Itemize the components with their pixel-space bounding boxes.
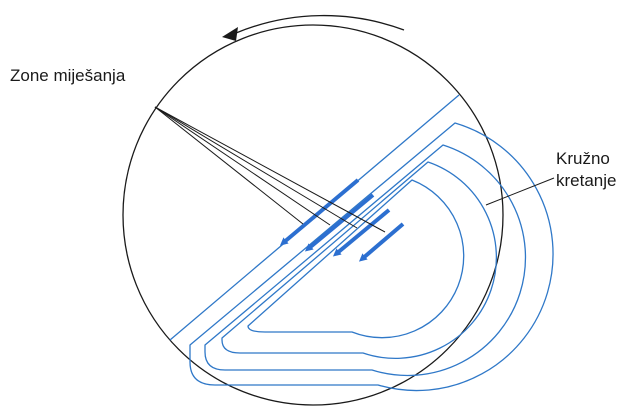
mixing-zones-label: Zone miješanja	[10, 66, 126, 85]
flow-line-outer	[189, 122, 554, 392]
leader-line-3	[154, 106, 358, 229]
mixing-arrow-4	[358, 222, 405, 262]
circular-motion-line2: kretanje	[556, 171, 617, 190]
circular-motion-label: Kružno kretanje	[556, 148, 616, 192]
leader-line-4	[154, 106, 386, 233]
mixing-arrow-1	[279, 178, 360, 246]
flow-line-third	[221, 161, 498, 360]
counterclockwise-arrow-icon	[222, 27, 238, 41]
flow-line-second	[204, 144, 527, 377]
leader-line-circular	[485, 177, 555, 206]
leader-line-2	[154, 106, 331, 226]
mixing-arrow-3	[332, 208, 391, 257]
mixing-arrow-2	[304, 193, 375, 252]
vessel-circle	[122, 24, 504, 406]
flow-line-inner	[247, 179, 465, 339]
rotation-arc	[235, 14, 405, 34]
circular-motion-line1: Kružno	[556, 149, 610, 168]
leader-line-1	[154, 106, 304, 225]
